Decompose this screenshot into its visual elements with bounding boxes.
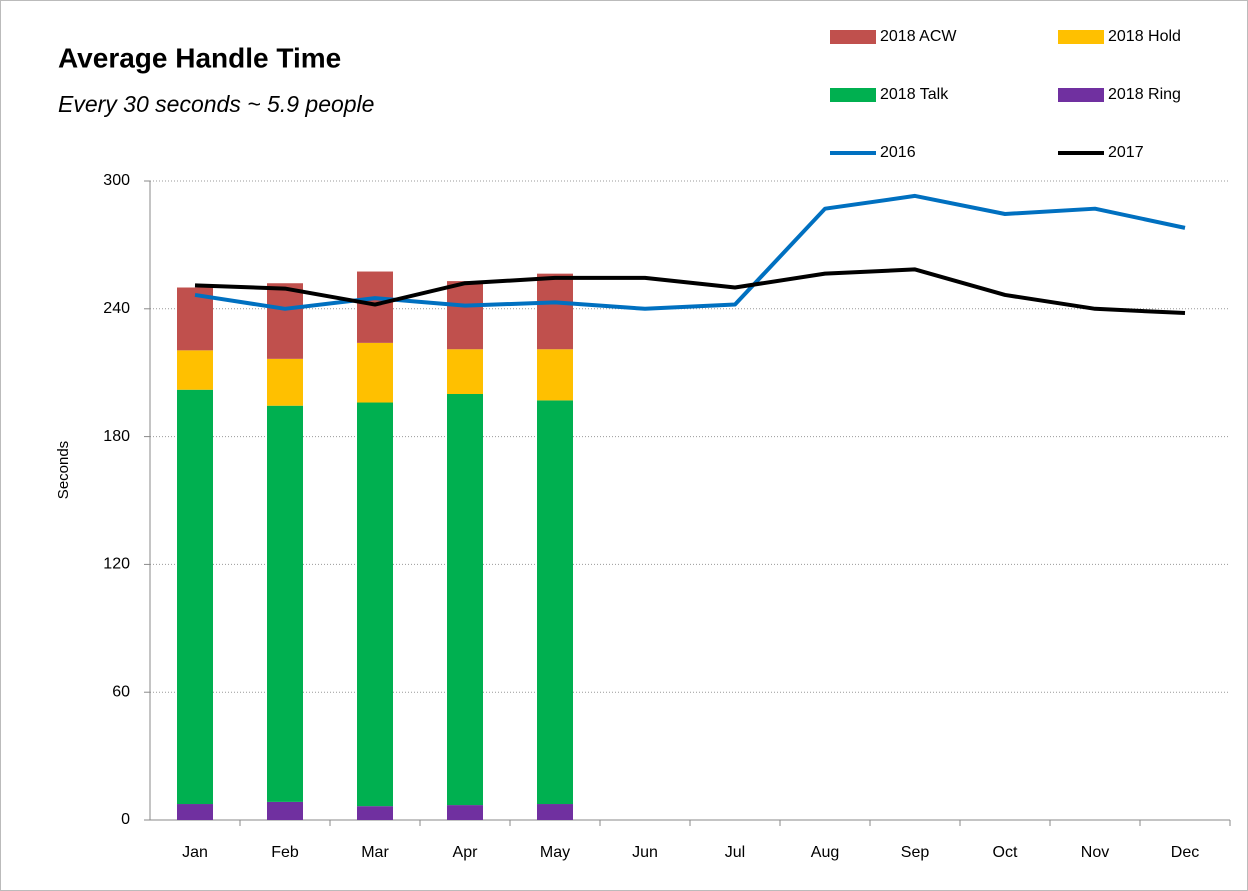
- bar-segment: [267, 283, 303, 359]
- bar-segment: [177, 350, 213, 390]
- x-tick-label: Oct: [993, 844, 1018, 861]
- legend-swatch: [1058, 30, 1104, 44]
- legend-swatch: [830, 30, 876, 44]
- x-tick-label: Jun: [632, 844, 658, 861]
- bar-segment: [357, 402, 393, 807]
- legend-swatch: [1058, 88, 1104, 102]
- x-tick-label: Nov: [1081, 844, 1109, 861]
- bar-segment: [447, 281, 483, 350]
- x-tick-label: Feb: [271, 844, 299, 861]
- x-tick-label: Apr: [453, 844, 479, 861]
- bar-segment: [537, 349, 573, 401]
- x-tick-label: Mar: [361, 844, 389, 861]
- bar-segment: [267, 801, 303, 820]
- x-tick-label: Jan: [182, 844, 208, 861]
- chart-title: Average Handle Time: [58, 42, 341, 73]
- bar-segment: [177, 389, 213, 805]
- line-series: [194, 267, 1186, 316]
- x-tick-label: Aug: [811, 844, 839, 861]
- bar-segment: [177, 804, 213, 820]
- bar-segment: [537, 400, 573, 805]
- bar-segment: [447, 394, 483, 806]
- x-tick-label: May: [540, 844, 570, 861]
- chart-subtitle: Every 30 seconds ~ 5.9 people: [58, 91, 374, 117]
- bar-segment: [357, 342, 393, 403]
- y-tick-label: 120: [103, 556, 130, 573]
- y-axis-label: Seconds: [55, 441, 72, 499]
- y-tick-label: 60: [112, 683, 130, 700]
- legend-label: 2017: [1108, 144, 1144, 161]
- legend-label: 2018 ACW: [880, 28, 957, 45]
- bar-segment: [447, 805, 483, 820]
- y-tick-label: 0: [121, 811, 130, 828]
- y-tick-label: 300: [103, 172, 130, 189]
- legend-swatch: [830, 88, 876, 102]
- legend-label: 2016: [880, 144, 916, 161]
- bar-segment: [267, 405, 303, 802]
- x-tick-label: Dec: [1171, 844, 1199, 861]
- bar-segment: [267, 358, 303, 406]
- legend-label: 2018 Talk: [880, 86, 949, 103]
- y-tick-label: 180: [103, 428, 130, 445]
- bar-segment: [537, 273, 573, 350]
- bar-segment: [447, 349, 483, 394]
- bar-segment: [357, 271, 393, 343]
- y-tick-label: 240: [103, 300, 130, 317]
- legend-label: 2018 Ring: [1108, 86, 1181, 103]
- bar-segment: [537, 804, 573, 820]
- x-tick-label: Jul: [725, 844, 745, 861]
- legend-label: 2018 Hold: [1108, 28, 1181, 45]
- bar-segment: [357, 806, 393, 820]
- x-tick-label: Sep: [901, 844, 930, 861]
